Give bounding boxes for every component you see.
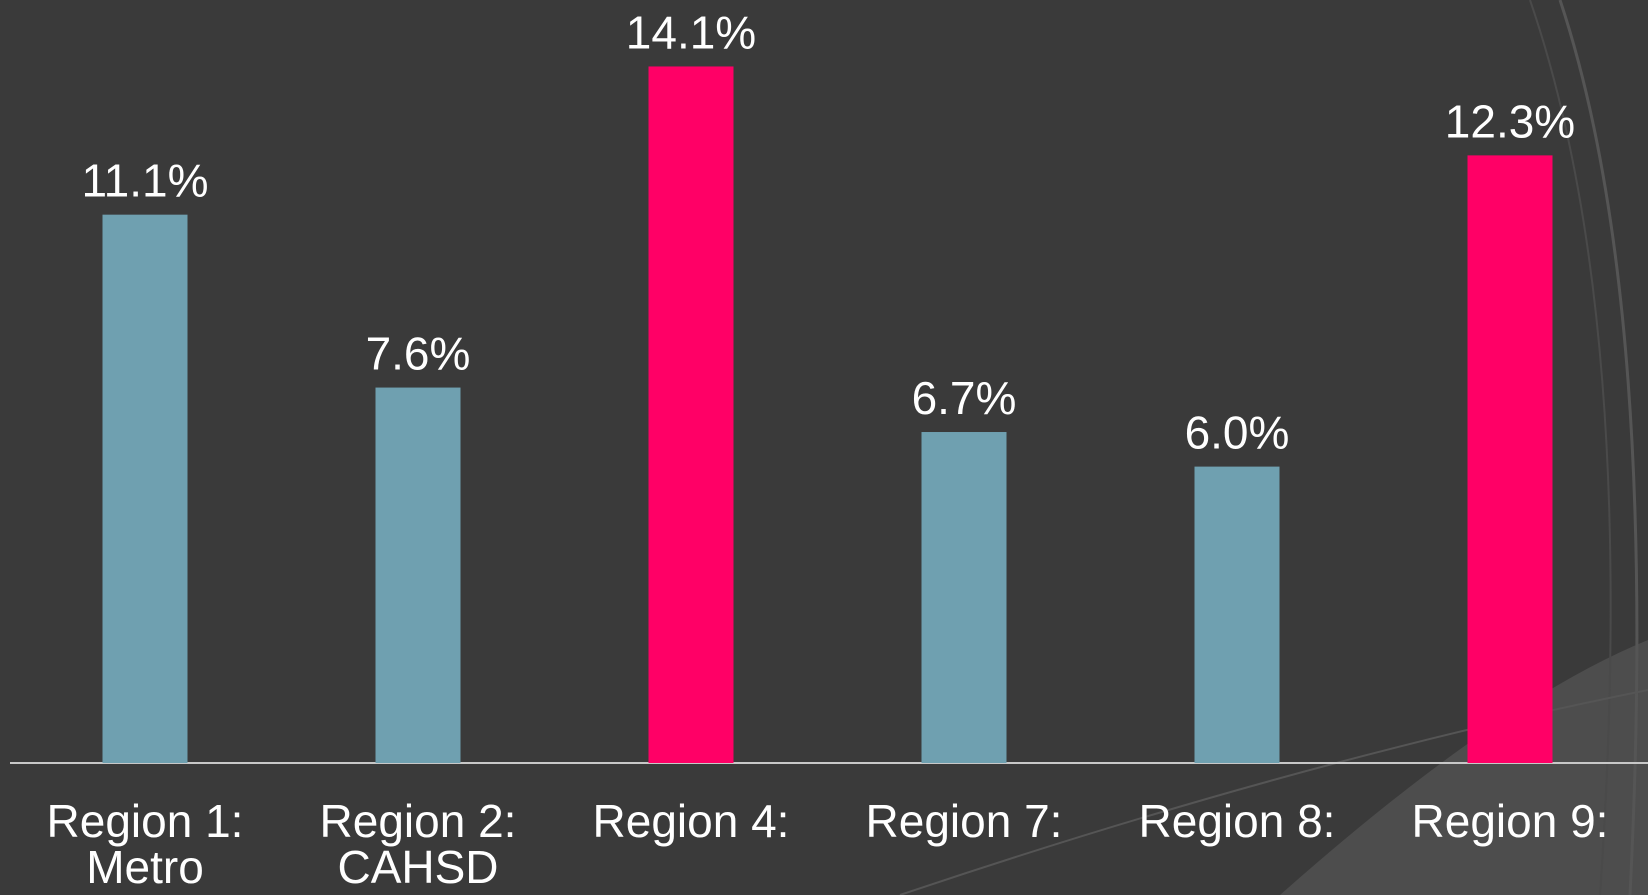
bar [1194,466,1280,763]
value-label: 7.6% [366,328,471,380]
bar [648,66,734,763]
value-label: 6.7% [912,372,1017,424]
value-label: 6.0% [1185,407,1290,459]
x-tick-label: Region 9: [1411,795,1609,847]
decor-arc [1558,0,1639,895]
x-tick-label: Region 7: [865,795,1063,847]
value-label: 12.3% [1445,95,1575,147]
x-tick-label: Region 1: Metro [46,795,244,893]
decor-swoosh [1280,640,1648,895]
bar [921,432,1007,763]
value-label: 11.1% [81,155,208,207]
decor-arc [1529,0,1612,895]
bar [1467,155,1553,763]
bar [375,387,461,763]
value-label: 14.1% [626,6,756,58]
x-tick-label: Region 4: [592,795,790,847]
x-tick-label: Region 2: CAHSD [319,795,517,893]
x-tick-label: Region 8: [1138,795,1336,847]
bar [102,214,188,763]
